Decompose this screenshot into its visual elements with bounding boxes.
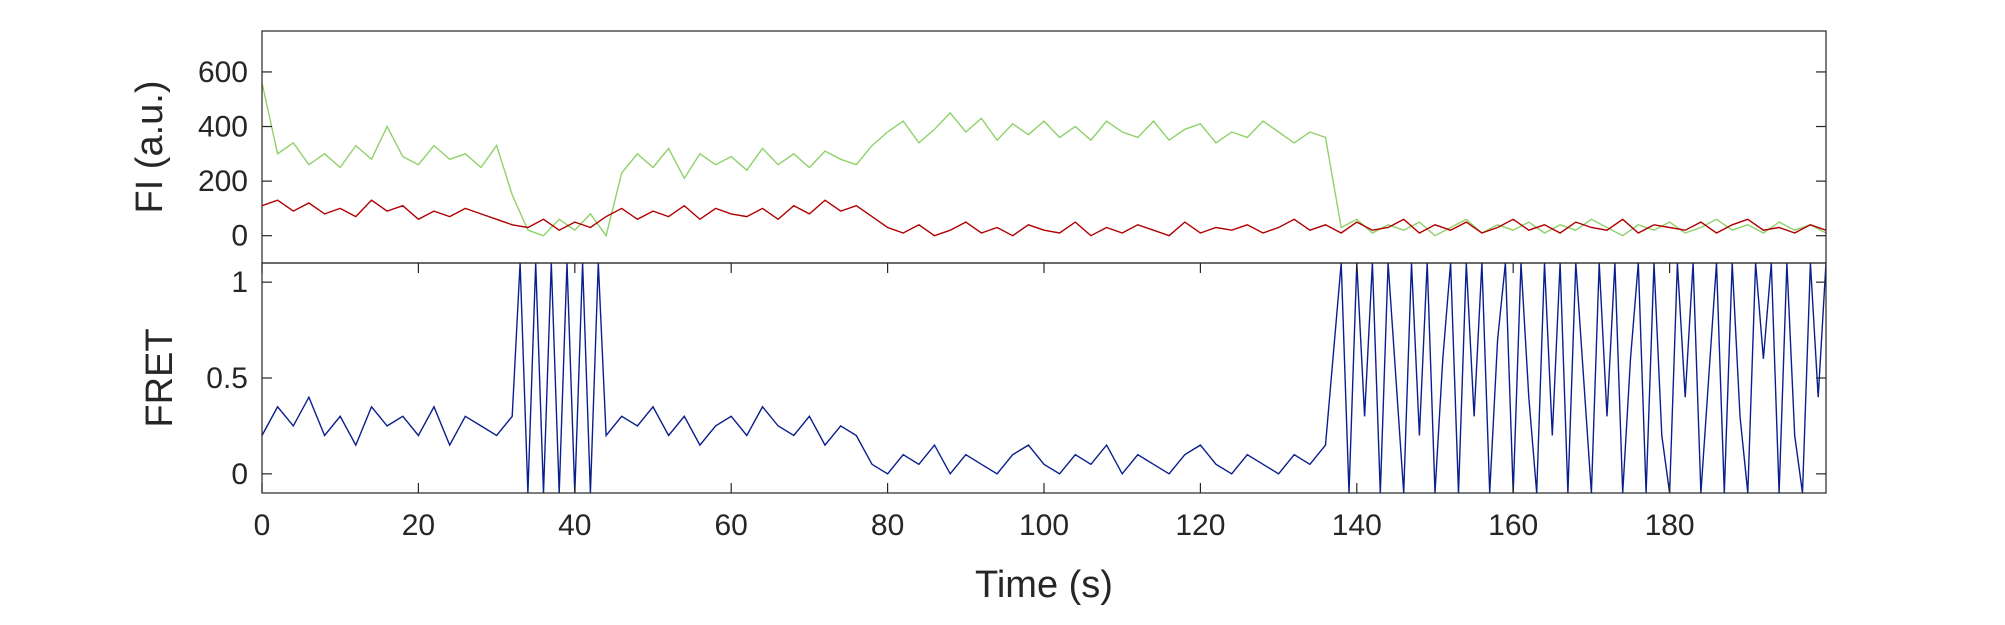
intensity-y-tick-label: 600 <box>198 56 248 89</box>
x-tick-label: 60 <box>715 509 748 542</box>
x-tick-label: 120 <box>1175 509 1225 542</box>
fret-panel: 0 0.5 1 0 20 40 60 80 100 120 140 160 180 FRET Time… <box>139 262 1827 606</box>
intensity-series-1-line <box>262 82 1826 238</box>
x-tick-label: 20 <box>402 509 435 542</box>
intensity-panel: 0 200 400 600 FI (a.u.) <box>129 30 1827 264</box>
x-axis-label: Time (s) <box>975 564 1113 606</box>
intensity-y-tick-label: 200 <box>198 165 248 198</box>
fret-y-tick-label: 0 <box>231 458 248 491</box>
fret-series-1-line <box>262 263 1826 493</box>
x-tick-label: 80 <box>871 509 904 542</box>
x-tick-label: 160 <box>1488 509 1538 542</box>
intensity-series-2-line <box>262 199 1826 237</box>
fret-panel-frame <box>261 262 1827 494</box>
intensity-y-tick-label: 0 <box>231 220 248 253</box>
x-tick-label: 0 <box>254 509 271 542</box>
x-tick-label: 180 <box>1645 509 1695 542</box>
x-tick-label: 140 <box>1332 509 1382 542</box>
fret-y-tick-label: 0.5 <box>206 362 248 395</box>
fret-y-tick-label: 1 <box>231 266 248 299</box>
intensity-y-tick-label: 400 <box>198 111 248 144</box>
fret-y-axis-label: FRET <box>139 328 181 427</box>
x-tick-label: 100 <box>1019 509 1069 542</box>
intensity-y-axis-label: FI (a.u.) <box>129 80 171 213</box>
x-tick-label: 40 <box>558 509 591 542</box>
